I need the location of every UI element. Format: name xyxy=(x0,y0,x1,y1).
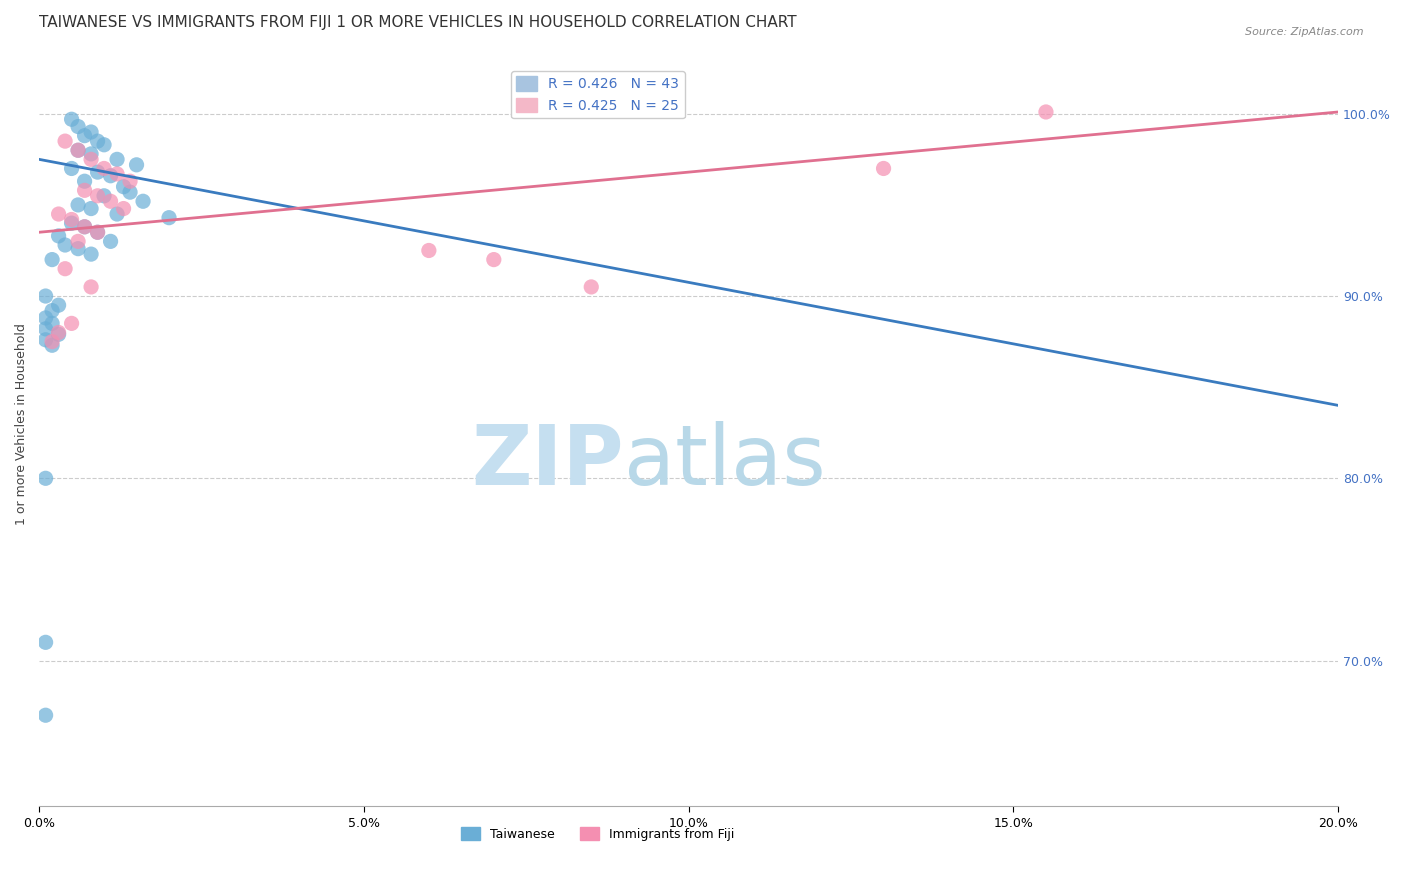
Point xyxy=(53,134,76,148)
Point xyxy=(418,244,440,258)
Point xyxy=(100,169,122,183)
Point xyxy=(67,198,90,212)
Point xyxy=(80,153,103,167)
Point xyxy=(157,211,180,225)
Point xyxy=(105,153,128,167)
Point xyxy=(73,219,96,234)
Point xyxy=(581,280,603,294)
Point xyxy=(100,194,122,209)
Point xyxy=(105,207,128,221)
Text: ZIP: ZIP xyxy=(471,421,624,502)
Point xyxy=(34,635,56,649)
Point xyxy=(48,228,70,243)
Point xyxy=(60,216,83,230)
Point xyxy=(67,143,90,157)
Point xyxy=(132,194,155,209)
Point xyxy=(53,238,76,252)
Point xyxy=(80,202,103,216)
Point xyxy=(125,158,148,172)
Point xyxy=(48,207,70,221)
Point xyxy=(53,261,76,276)
Point xyxy=(118,174,141,188)
Point xyxy=(73,219,96,234)
Y-axis label: 1 or more Vehicles in Household: 1 or more Vehicles in Household xyxy=(15,323,28,524)
Point xyxy=(67,242,90,256)
Point xyxy=(93,137,115,152)
Point xyxy=(41,334,63,349)
Legend: Taiwanese, Immigrants from Fiji: Taiwanese, Immigrants from Fiji xyxy=(457,822,740,846)
Point xyxy=(41,252,63,267)
Point xyxy=(34,289,56,303)
Point xyxy=(86,225,108,239)
Point xyxy=(80,280,103,294)
Point xyxy=(80,247,103,261)
Point xyxy=(112,179,135,194)
Point xyxy=(67,235,90,249)
Point xyxy=(48,326,70,340)
Point xyxy=(482,252,505,267)
Point xyxy=(73,183,96,197)
Point xyxy=(118,185,141,199)
Point xyxy=(86,225,108,239)
Point xyxy=(34,708,56,723)
Point xyxy=(872,161,894,176)
Point xyxy=(34,333,56,347)
Point xyxy=(41,303,63,318)
Point xyxy=(41,317,63,331)
Point xyxy=(67,143,90,157)
Point xyxy=(60,317,83,331)
Point xyxy=(48,327,70,342)
Point xyxy=(1035,105,1057,120)
Point xyxy=(86,134,108,148)
Point xyxy=(86,165,108,179)
Point xyxy=(73,174,96,188)
Point xyxy=(93,189,115,203)
Point xyxy=(73,128,96,143)
Point xyxy=(34,471,56,485)
Point xyxy=(48,298,70,312)
Point xyxy=(60,112,83,127)
Point xyxy=(60,161,83,176)
Point xyxy=(112,202,135,216)
Point xyxy=(80,125,103,139)
Point xyxy=(105,167,128,181)
Point xyxy=(67,120,90,134)
Point xyxy=(86,189,108,203)
Point xyxy=(41,338,63,352)
Point xyxy=(60,212,83,227)
Point xyxy=(34,310,56,325)
Point xyxy=(80,147,103,161)
Point xyxy=(93,161,115,176)
Text: atlas: atlas xyxy=(624,421,825,502)
Text: TAIWANESE VS IMMIGRANTS FROM FIJI 1 OR MORE VEHICLES IN HOUSEHOLD CORRELATION CH: TAIWANESE VS IMMIGRANTS FROM FIJI 1 OR M… xyxy=(39,15,797,30)
Point xyxy=(34,322,56,336)
Text: Source: ZipAtlas.com: Source: ZipAtlas.com xyxy=(1246,27,1364,37)
Point xyxy=(100,235,122,249)
